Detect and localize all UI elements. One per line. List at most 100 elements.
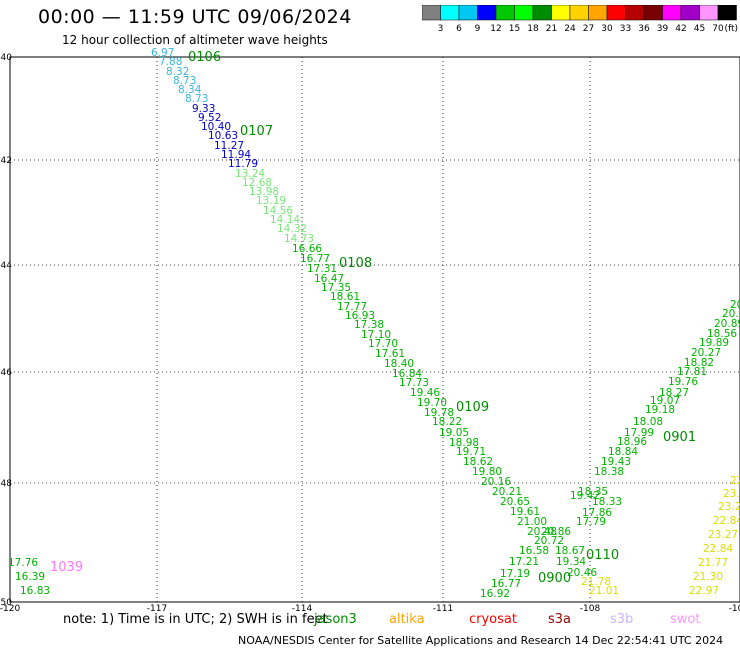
wave-height-value: 17.99 xyxy=(624,427,654,439)
wave-height-value: 8.73 xyxy=(173,75,196,87)
wave-height-value: 18.22 xyxy=(432,416,462,428)
wave-height-value: 23.27 xyxy=(708,529,738,541)
wave-height-value: 17.10 xyxy=(361,329,391,341)
satellite-legend-cryosat: cryosat xyxy=(469,612,517,627)
wave-height-value: 21.77 xyxy=(698,557,728,569)
wave-height-value: 18.27 xyxy=(659,387,689,399)
pass-id-label: 0901 xyxy=(663,430,696,445)
legend-label: 27 xyxy=(583,24,594,33)
wave-height-value: 13.24 xyxy=(235,168,265,180)
wave-height-value: 19.46 xyxy=(410,387,440,399)
legend-label: 21 xyxy=(546,24,557,33)
wave-height-value: 16.39 xyxy=(15,571,45,583)
wave-height-value: 17.61 xyxy=(375,348,405,360)
satellite-legend-s3b: s3b xyxy=(610,612,634,627)
wave-height-value: 20.86 xyxy=(541,526,571,538)
legend-unit: (ft) xyxy=(724,24,738,33)
wave-height-value: 16.66 xyxy=(292,243,322,255)
wave-height-value: 18.82 xyxy=(684,357,714,369)
wave-height-value: 17.70 xyxy=(368,338,398,350)
wave-height-value: 22.97 xyxy=(689,585,719,597)
wave-height-value: 21.30 xyxy=(693,571,723,583)
legend-label: 15 xyxy=(509,24,520,33)
wave-height-value: 13.19 xyxy=(256,195,286,207)
legend-label: 9 xyxy=(475,24,481,33)
wave-height-value: 16.83 xyxy=(20,585,50,597)
wave-height-value: 18.38 xyxy=(594,466,624,478)
wave-height-value: 20.21 xyxy=(492,486,522,498)
latitude-label: -40 xyxy=(0,53,12,63)
wave-height-value: 17.38 xyxy=(354,319,384,331)
wave-height-value: 23.09 xyxy=(723,488,740,500)
wave-height-value: 7.88 xyxy=(159,56,182,68)
wave-height-value: 17.19 xyxy=(500,568,530,580)
wave-height-value: 19.76 xyxy=(668,376,698,388)
wave-height-value: 23.21 xyxy=(718,501,740,513)
wave-height-value: 8.73 xyxy=(185,93,208,105)
wave-height-value: 16.77 xyxy=(300,253,330,265)
wave-height-value: 10.63 xyxy=(208,130,238,142)
wave-height-value: 20.48 xyxy=(527,526,557,538)
wave-height-value: 17.35 xyxy=(321,282,351,294)
map-subtitle: 12 hour collection of altimeter wave hei… xyxy=(62,33,328,47)
legend-label: 6 xyxy=(456,24,462,33)
wave-height-value: 20.89 xyxy=(714,318,740,330)
wave-height-value: 20.39 xyxy=(722,308,740,320)
wave-height-value: 19.71 xyxy=(456,446,486,458)
longitude-label: -120 xyxy=(0,604,20,612)
pass-id-label: 0108 xyxy=(339,256,372,271)
wave-height-value: 18.98 xyxy=(449,437,479,449)
legend-label: 36 xyxy=(638,24,650,33)
pass-id-label: 1039 xyxy=(50,560,83,575)
wave-height-value: 18.96 xyxy=(617,436,647,448)
wave-height-value: 6.97 xyxy=(151,47,174,59)
wave-height-value: 20.65 xyxy=(500,496,530,508)
wave-height-value: 21.78 xyxy=(581,576,611,588)
wave-height-value: 19.78 xyxy=(424,407,454,419)
longitude-label: -108 xyxy=(580,604,601,612)
map-title: 00:00 — 11:59 UTC 09/06/2024 xyxy=(38,6,352,28)
satellite-tracks: 6.977.888.328.738.348.739.339.5210.4010.… xyxy=(8,47,740,600)
wave-height-value: 13.98 xyxy=(249,186,279,198)
wave-height-value: 10.40 xyxy=(201,121,231,133)
wave-height-value: 18.56 xyxy=(707,328,737,340)
wave-height-value: 18.84 xyxy=(608,446,638,458)
satellite-legend: jason3 altika cryosat s3a s3b swot xyxy=(0,612,740,630)
pass-id-label: 0900 xyxy=(538,571,571,586)
wave-height-value: 16.77 xyxy=(491,578,521,590)
wave-height-value: 16.84 xyxy=(392,368,422,380)
pass-id-label: 0107 xyxy=(240,124,273,139)
wave-height-value: 17.31 xyxy=(307,263,337,275)
satellite-legend-s3a: s3a xyxy=(548,612,572,627)
wave-height-value: 17.81 xyxy=(677,366,707,378)
wave-height-value: 14.14 xyxy=(270,214,300,226)
wave-height-value: 17.76 xyxy=(8,557,38,569)
legend-label: 3 xyxy=(438,24,444,33)
longitude-label: -114 xyxy=(292,604,313,612)
wave-height-value: 20.27 xyxy=(691,347,721,359)
wave-height-value: 20.16 xyxy=(481,476,511,488)
satellite-legend-swot: swot xyxy=(670,612,701,627)
wave-height-value: 16.93 xyxy=(345,310,375,322)
map-frame xyxy=(9,56,740,603)
wave-height-value: 17.21 xyxy=(509,556,539,568)
wave-height-value: 17.77 xyxy=(337,301,367,313)
wave-height-value: 17.86 xyxy=(582,507,612,519)
longitude-labels: -120 -117 -114 -111 -108 -10 xyxy=(0,604,740,612)
wave-height-value: 14.32 xyxy=(277,223,307,235)
latitude-label: -48 xyxy=(0,479,12,489)
wave-height-value: 16.47 xyxy=(314,273,344,285)
legend-label: 42 xyxy=(675,24,686,33)
wave-height-value: 12.68 xyxy=(242,177,272,189)
wave-height-value: 18.08 xyxy=(633,416,663,428)
wave-height-value: 18.33 xyxy=(592,496,622,508)
legend-label: 30 xyxy=(601,24,613,33)
legend-label: 33 xyxy=(620,24,631,33)
wave-height-value: 18.61 xyxy=(330,291,360,303)
wave-height-value: 22.84 xyxy=(703,543,733,555)
pass-id-label: 0106 xyxy=(188,50,221,65)
wave-height-value: 11.79 xyxy=(228,158,258,170)
satellite-legend-jason3: jason3 xyxy=(314,612,357,627)
legend-label: 24 xyxy=(564,24,576,33)
altimeter-map: -120-117-114-111-108-10 -40-42-44-46-48-… xyxy=(0,47,740,612)
